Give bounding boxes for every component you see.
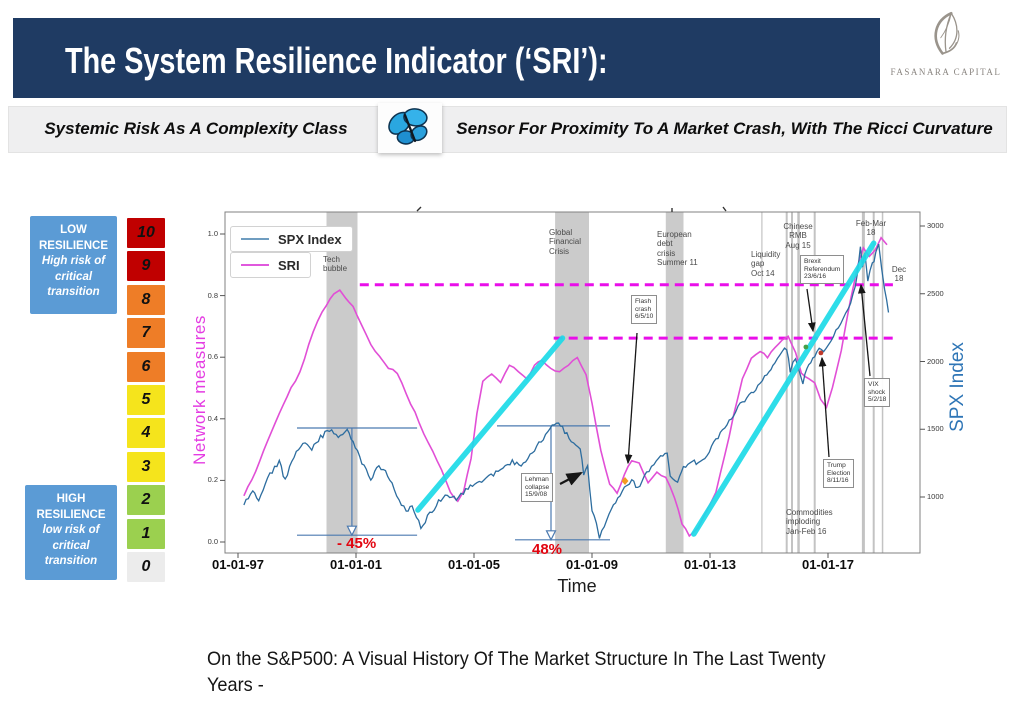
legend-sri: SRI <box>230 252 311 278</box>
y-axis-label-right: SPX Index <box>947 342 968 432</box>
sri-spx-chart: 01-01-97 01-01-01 01-01-05 01-01-09 01-01-13… <box>180 205 990 605</box>
drawdown-label: - 45% <box>337 535 377 552</box>
spx-legend-line <box>241 238 269 240</box>
high-resilience-title: HIGH <box>56 493 86 505</box>
bull-trend-2003-2008 <box>415 335 566 513</box>
x-tick-label: 01-01-97 <box>211 557 265 572</box>
x-tick-label: 01-01-17 <box>801 557 855 572</box>
commodities-imploding-annotation: Commodities imploding Jan-Feb 16 <box>786 508 833 536</box>
resilience-cell-10: 10 <box>127 218 165 248</box>
european-debt-band <box>665 212 684 553</box>
low-resilience-label: LOW RESILIENCE High risk of critical tra… <box>30 216 117 314</box>
blue-butterfly-icon <box>388 108 428 145</box>
vix-shock-annotation: VIX shock 5/2/18 <box>864 378 891 407</box>
resilience-cell-6: 6 <box>127 351 165 382</box>
butterfly-image <box>378 103 442 153</box>
resilience-cell-2: 2 <box>127 485 165 516</box>
chart-canvas <box>220 206 925 558</box>
european-debt-crisis-annotation: European debt crisis Summer 11 <box>657 230 698 268</box>
bull-trend-2012-2018 <box>691 240 877 537</box>
y-left-tick-label: 0.4 <box>207 413 218 423</box>
feb-mar-18-annotation: Feb-Mar 18 <box>855 219 887 238</box>
y-right-tick-label: 2000 <box>927 356 944 366</box>
trump-election-annotation: Trump Election 8/11/16 <box>823 459 855 488</box>
y-left-tick-label: 0.8 <box>207 290 218 300</box>
y-left-tick-label: 0.6 <box>207 352 218 362</box>
resilience-cell-3: 3 <box>127 451 165 482</box>
y-left-tick-label: 0.2 <box>207 475 218 485</box>
resilience-color-scale: 10 9 8 7 6 5 4 3 2 1 0 <box>127 218 165 582</box>
x-axis-label: Time <box>557 576 597 596</box>
liquidity-gap-annotation: Liquidity gap Oct 14 <box>751 250 781 278</box>
resilience-cell-1: 1 <box>127 518 165 549</box>
chart-overlay: 01-01-97 01-01-01 01-01-05 01-01-09 01-01-13… <box>180 205 990 605</box>
logo-text: FASANARA CAPITAL <box>890 67 1002 77</box>
subtitle-left: Systemic Risk As A Complexity Class <box>44 118 348 138</box>
subtitle-right: Sensor For Proximity To A Market Crash, … <box>456 118 993 138</box>
title-banner: The System Resilience Indicator (‘SRI’): <box>13 18 880 98</box>
caption: On the S&P500: A Visual History Of The M… <box>207 646 858 702</box>
page-title: The System Resilience Indicator (‘SRI’): <box>65 40 608 81</box>
sri-legend-line <box>241 264 269 266</box>
gfc-band <box>555 212 589 553</box>
spx-legend-label: SPX Index <box>278 231 342 247</box>
global-financial-crisis-annotation: Global Financial Crisis <box>549 228 582 256</box>
resilience-cell-0: 0 <box>127 551 165 582</box>
caption-line1: On the S&P500: A Visual History Of The M… <box>207 648 826 696</box>
brexit-referendum-annotation: Brexit Referendum 23/6/16 <box>800 255 845 284</box>
y-axis-label-left: Network measures <box>190 315 209 465</box>
subtitle-bar <box>8 106 1007 153</box>
x-tick-label: 01-01-09 <box>565 557 619 572</box>
lehman-collapse-annotation: Lehman collapse 15/9/08 <box>521 473 554 502</box>
dec-18-annotation: Dec 18 <box>891 265 907 284</box>
caption-line2: Sequencing The DNA Of A Market Crash, Us… <box>207 698 858 702</box>
y-right-tick-label: 2500 <box>927 288 944 298</box>
resilience-cell-4: 4 <box>127 418 165 449</box>
tech-bubble-annotation: Tech bubble <box>323 255 348 274</box>
sri-legend-label: SRI <box>278 257 300 273</box>
feather-swirl-icon <box>934 11 960 55</box>
legend-spx: SPX Index <box>230 226 353 252</box>
x-tick-label: 01-01-01 <box>329 557 383 572</box>
company-logo: FASANARA CAPITAL <box>882 4 1010 98</box>
flash-crash-annotation: Flash crash 6/5/10 <box>631 295 658 324</box>
x-tick-label: 01-01-13 <box>683 557 737 572</box>
y-left-tick-label: 0.0 <box>207 537 218 546</box>
chinese-rmb-annotation: Chinese RMB Aug 15 <box>783 222 813 250</box>
y-right-tick-label: 3000 <box>927 221 944 230</box>
low-resilience-title: LOW <box>60 224 87 236</box>
y-left-tick-label: 1.0 <box>207 229 218 238</box>
resilience-cell-7: 7 <box>127 318 165 349</box>
y-right-tick-label: 1000 <box>927 492 944 501</box>
x-tick-label: 01-01-05 <box>447 557 501 572</box>
resilience-cell-5: 5 <box>127 384 165 415</box>
resilience-cell-8: 8 <box>127 284 165 315</box>
drawdown-label: 48% <box>532 541 563 558</box>
y-right-tick-label: 1500 <box>927 424 944 434</box>
resilience-cell-9: 9 <box>127 251 165 282</box>
high-resilience-label: HIGH RESILIENCE low risk of critical tra… <box>25 485 117 580</box>
